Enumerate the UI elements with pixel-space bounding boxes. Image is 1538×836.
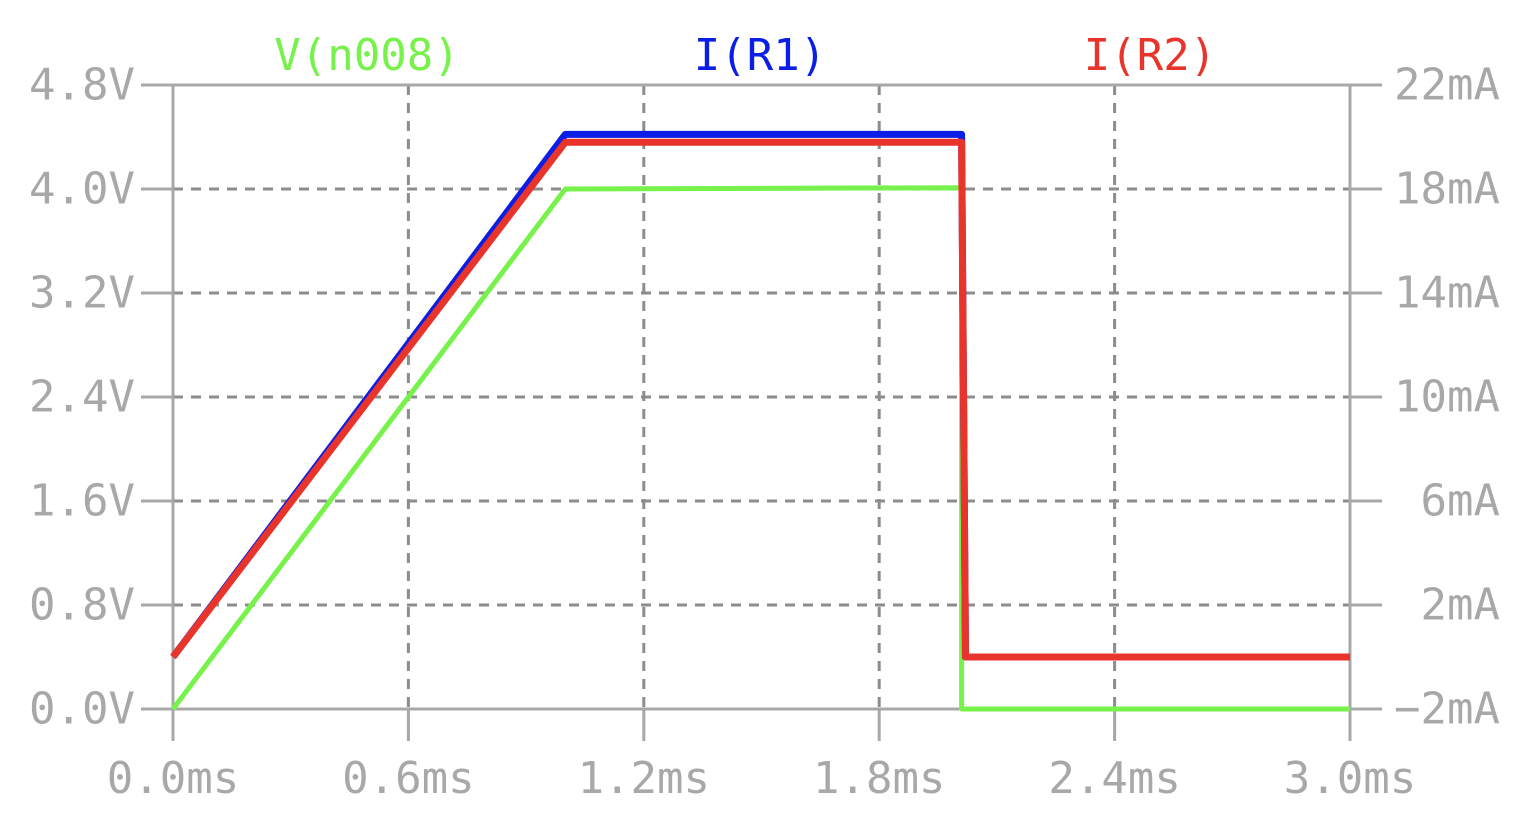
legend-label-i-r1: I(R1) xyxy=(694,30,826,81)
x-axis-tick-labels: 0.0ms 0.6ms 1.2ms 1.8ms 2.4ms 3.0ms xyxy=(107,753,1416,804)
left-y-tick-label: 0.8V xyxy=(29,580,135,631)
right-y-tick-label: 14mA xyxy=(1394,268,1500,319)
x-tick-label: 3.0ms xyxy=(1284,753,1416,804)
left-y-tick-label: 1.6V xyxy=(29,476,135,527)
series-traces xyxy=(170,130,1350,712)
right-y-tick-label: −2mA xyxy=(1394,684,1500,735)
x-tick-label: 0.0ms xyxy=(107,753,239,804)
series-line-i-r2 xyxy=(170,138,1350,661)
axes xyxy=(141,83,1382,741)
legend-label-v-n008: V(n008) xyxy=(274,30,459,81)
left-y-tick-label: 4.0V xyxy=(29,164,135,215)
right-y-tick-label: 22mA xyxy=(1394,60,1500,111)
left-y-tick-label: 3.2V xyxy=(29,268,135,319)
right-axis-tick-labels: −2mA 2mA 6mA 10mA 14mA 18mA 22mA xyxy=(1394,60,1500,735)
series-line-v-n008 xyxy=(171,185,1350,712)
x-tick-label: 0.6ms xyxy=(342,753,474,804)
right-y-tick-label: 6mA xyxy=(1421,476,1500,527)
legend-label-i-r2: I(R2) xyxy=(1084,30,1216,81)
x-tick-label: 1.8ms xyxy=(813,753,945,804)
right-y-tick-label: 18mA xyxy=(1394,164,1500,215)
right-y-tick-label: 2mA xyxy=(1421,580,1500,631)
grid xyxy=(173,85,1350,709)
left-y-tick-label: 2.4V xyxy=(29,372,135,423)
legend: V(n008) I(R1) I(R2) xyxy=(274,30,1216,81)
x-tick-label: 2.4ms xyxy=(1048,753,1180,804)
x-tick-label: 1.2ms xyxy=(578,753,710,804)
right-y-tick-label: 10mA xyxy=(1394,372,1500,423)
left-y-tick-label: 4.8V xyxy=(29,60,135,111)
left-axis-tick-labels: 0.0V 0.8V 1.6V 2.4V 3.2V 4.0V 4.8V xyxy=(29,60,135,735)
left-y-tick-label: 0.0V xyxy=(29,684,135,735)
series-line-i-r1 xyxy=(170,130,1350,661)
